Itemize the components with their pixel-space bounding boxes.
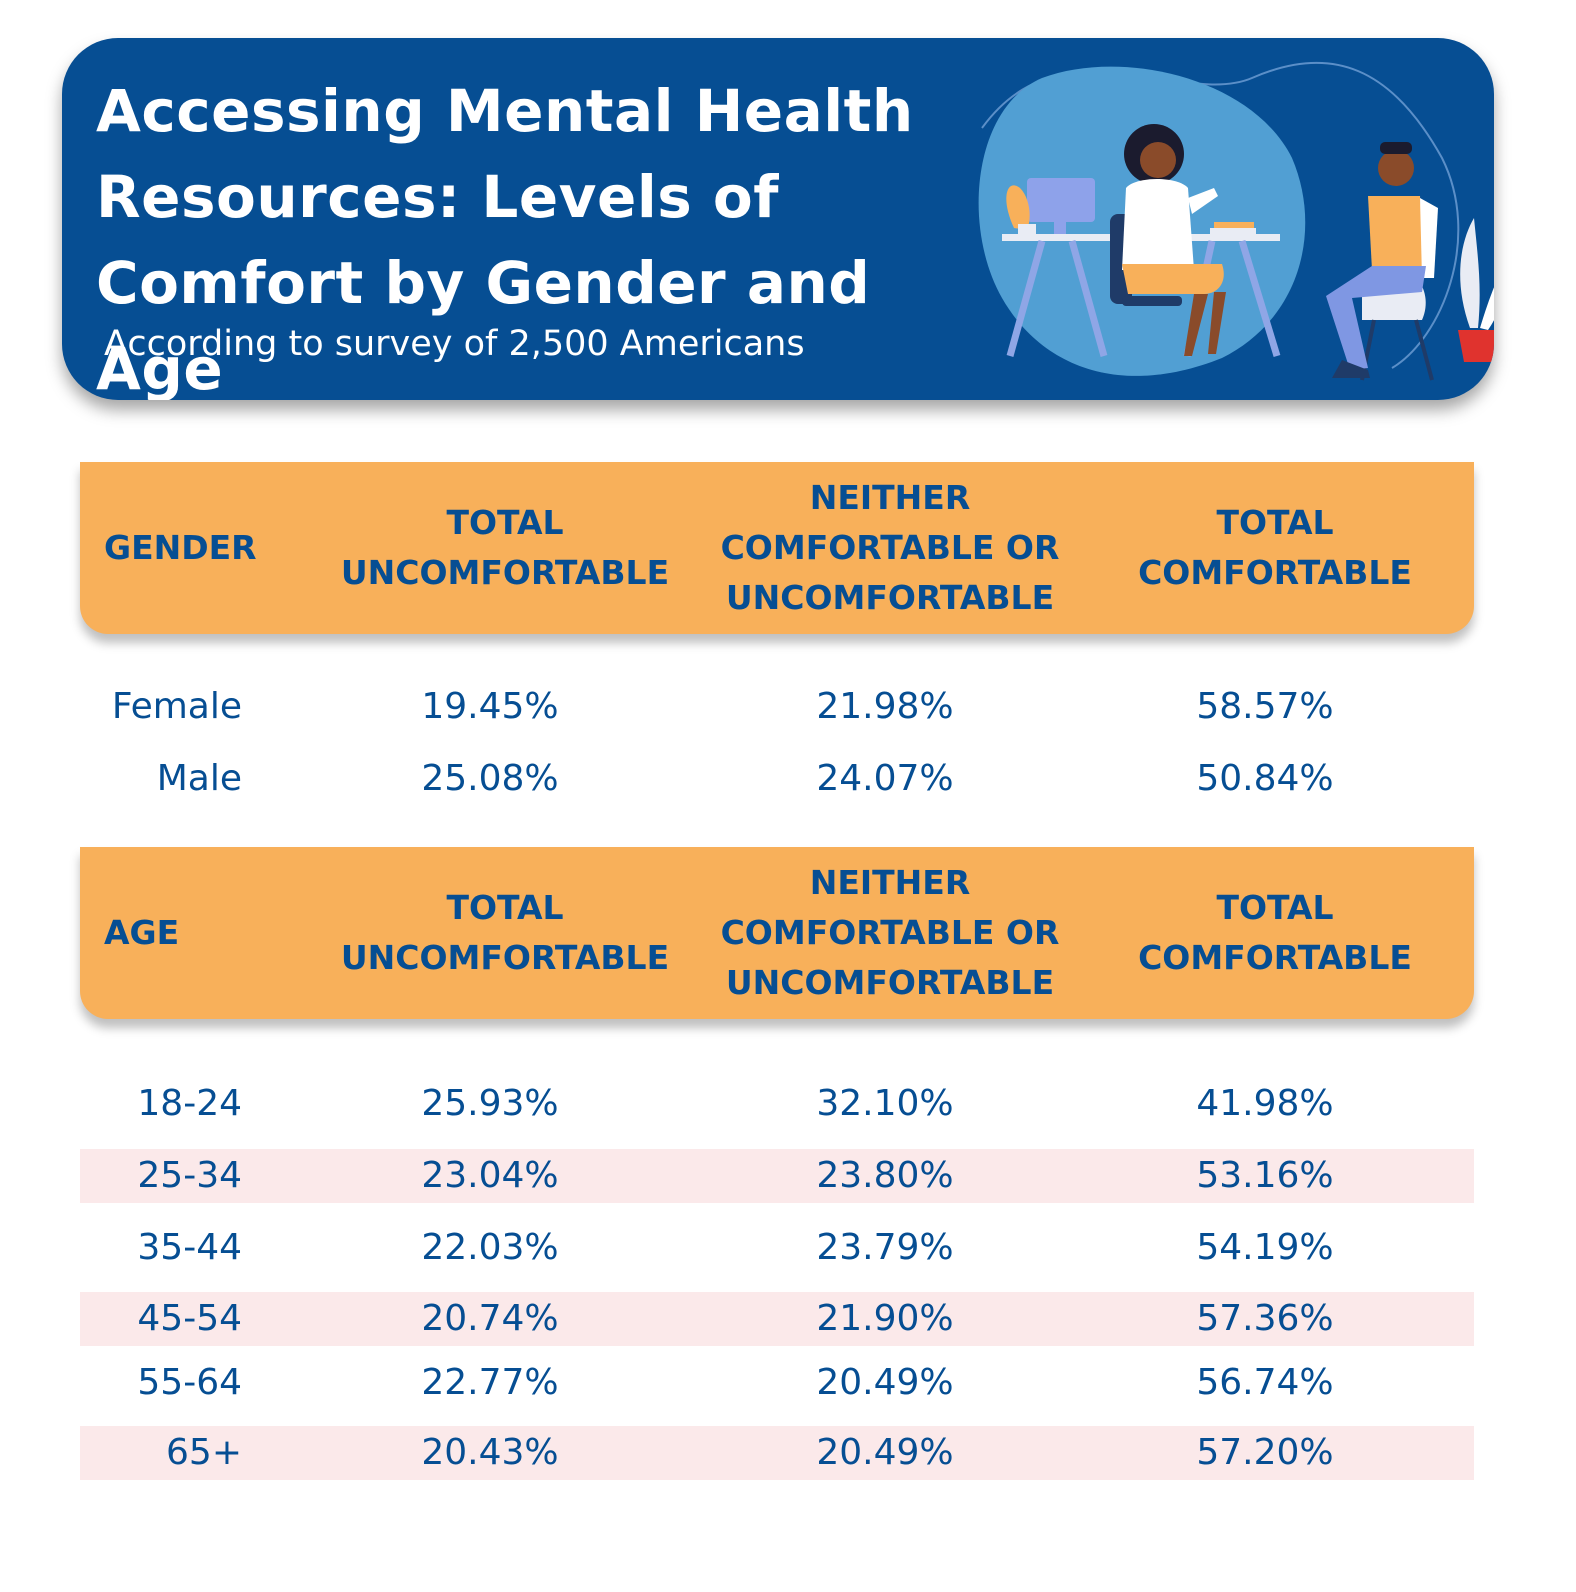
table-cell: 20.43% [421,1432,559,1473]
doctor-skirt [1122,264,1224,294]
title-banner: Accessing Mental Health Resources: Level… [62,38,1494,400]
table-cell: 23.04% [421,1155,559,1196]
doctor-patient-illustration [978,61,1494,381]
column-header-total-uncomfortable: TOTAL UNCOMFORTABLE [340,503,670,592]
table-cell: 54.19% [1196,1227,1334,1268]
row-label: Female [111,686,242,727]
page-title: Accessing Mental Health Resources: Level… [96,77,914,400]
table-cell: 50.84% [1196,758,1334,799]
column-header-total-uncomfortable: TOTAL UNCOMFORTABLE [340,888,670,977]
table-row: 35-44 22.03% 23.79% 54.19% [80,1221,1474,1275]
table-cell: 53.16% [1196,1155,1334,1196]
table-cell: 57.36% [1196,1298,1334,1339]
table-cell: 23.80% [816,1155,954,1196]
age-table-header: AGE TOTAL UNCOMFORTABLE NEITHER COMFORTA… [80,847,1474,1019]
table-cell: 21.90% [816,1298,954,1339]
row-label: 35-44 [137,1227,242,1268]
column-header-gender: GENDER [104,528,257,567]
row-label: 55-64 [137,1362,242,1403]
column-header-total-comfortable: TOTAL COMFORTABLE [1138,888,1412,977]
patient-shirt [1368,196,1424,270]
table-cell: 32.10% [816,1083,954,1124]
row-label: 25-34 [137,1155,242,1196]
table-cell: 24.07% [816,758,954,799]
row-label: Male [156,758,242,799]
table-cell: 20.49% [816,1362,954,1403]
books [1214,222,1254,228]
table-row: 25-34 23.04% 23.80% 53.16% [80,1149,1474,1203]
column-header-age: AGE [104,913,180,952]
page-subtitle: According to survey of 2,500 Americans [104,324,805,364]
table-cell: 21.98% [816,686,954,727]
table-cell: 23.79% [816,1227,954,1268]
table-cell: 25.93% [421,1083,559,1124]
row-label: 18-24 [137,1083,242,1124]
table-cell: 41.98% [1196,1083,1334,1124]
table-row: 45-54 20.74% 21.90% 57.36% [80,1292,1474,1346]
table-cell: 58.57% [1196,686,1334,727]
floor-plant [1460,218,1480,328]
doctor-coat [1122,179,1194,270]
table-cell: 22.03% [421,1227,559,1268]
table-cell: 25.08% [421,758,559,799]
table-cell: 20.49% [816,1432,954,1473]
patient-head [1378,150,1414,186]
plant-pot [1458,330,1494,362]
row-label: 65+ [166,1432,242,1473]
column-header-neither: NEITHER COMFORTABLE OR UNCOMFORTABLE [720,863,1060,1002]
column-header-total-comfortable: TOTAL COMFORTABLE [1138,503,1412,592]
table-cell: 22.77% [421,1362,559,1403]
table-row: 18-24 25.93% 32.10% 41.98% [80,1077,1474,1131]
table-cell: 19.45% [421,686,559,727]
table-cell: 57.20% [1196,1432,1334,1473]
table-row: 55-64 22.77% 20.49% 56.74% [80,1356,1474,1410]
doctor-head [1140,142,1176,178]
table-row: Female 19.45% 21.98% 58.57% [80,680,1474,734]
gender-table-header: GENDER TOTAL UNCOMFORTABLE NEITHER COMFO… [80,462,1474,634]
row-label: 45-54 [137,1298,242,1339]
table-cell: 20.74% [421,1298,559,1339]
column-header-neither: NEITHER COMFORTABLE OR UNCOMFORTABLE [720,478,1060,617]
table-cell: 56.74% [1196,1362,1334,1403]
table-row: Male 25.08% 24.07% 50.84% [80,752,1474,806]
monitor [1027,178,1095,222]
table-row: 65+ 20.43% 20.49% 57.20% [80,1426,1474,1480]
patient-legs [1326,266,1426,370]
